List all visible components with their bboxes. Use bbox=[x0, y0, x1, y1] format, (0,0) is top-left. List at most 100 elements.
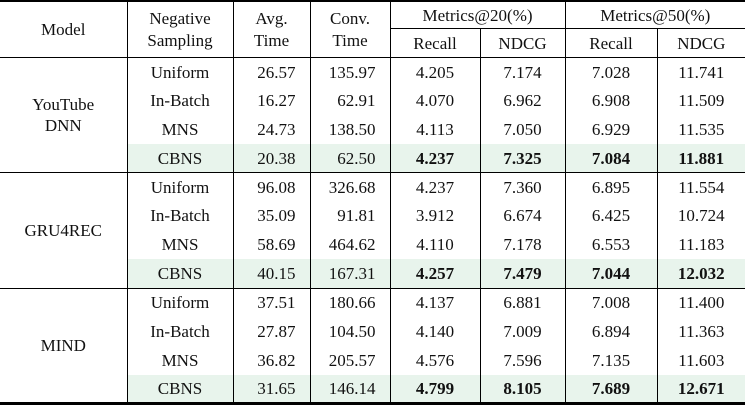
table-row-highlighted: CBNS 31.65 146.14 4.799 8.105 7.689 12.6… bbox=[0, 374, 745, 404]
ndcg50-cell: 12.671 bbox=[656, 374, 745, 404]
avg-time-cell: 31.65 bbox=[232, 374, 310, 404]
model-cell: YouTube DNN bbox=[0, 57, 127, 174]
sampling-cell: CBNS bbox=[126, 144, 233, 174]
model-name-line: GRU4REC bbox=[24, 220, 102, 240]
ndcg50-cell: 11.741 bbox=[656, 57, 745, 87]
sampling-cell: In-Batch bbox=[126, 86, 233, 116]
recall50-cell: 7.044 bbox=[564, 259, 658, 289]
table-row: MNS 58.69 464.62 4.110 7.178 6.553 11.18… bbox=[0, 230, 745, 260]
header-recall-50: Recall bbox=[564, 28, 658, 59]
ndcg20-cell: 7.479 bbox=[479, 259, 566, 289]
avg-time-cell: 96.08 bbox=[232, 172, 310, 202]
header-model: Model bbox=[0, 1, 127, 59]
ndcg50-cell: 11.509 bbox=[656, 86, 745, 116]
table-row: GRU4REC Uniform 96.08 326.68 4.237 7.360… bbox=[0, 172, 745, 289]
header-negative-sampling-line1: Negative bbox=[149, 9, 211, 29]
header-avg-time-line1: Avg. bbox=[255, 9, 288, 29]
header-avg-time-line2: Time bbox=[253, 30, 290, 50]
recall20-cell: 4.237 bbox=[389, 172, 480, 202]
ndcg20-cell: 7.178 bbox=[479, 230, 566, 260]
header-row-2: Recall NDCG Recall NDCG bbox=[0, 28, 745, 59]
recall20-cell: 4.140 bbox=[389, 316, 480, 346]
model-name-line: DNN bbox=[44, 116, 82, 136]
conv-time-cell: 167.31 bbox=[309, 259, 390, 289]
recall50-cell: 7.008 bbox=[564, 288, 658, 317]
recall50-cell: 7.028 bbox=[564, 57, 658, 87]
ndcg20-cell: 7.050 bbox=[479, 115, 566, 145]
sampling-cell: MNS bbox=[126, 230, 233, 260]
recall50-cell: 6.929 bbox=[564, 115, 658, 145]
sampling-cell: In-Batch bbox=[126, 316, 233, 346]
table-row: MNS 24.73 138.50 4.113 7.050 6.929 11.53… bbox=[0, 115, 745, 145]
recall20-cell: 4.110 bbox=[389, 230, 480, 260]
model-name-line: YouTube bbox=[32, 94, 95, 114]
ndcg50-cell: 11.881 bbox=[656, 144, 745, 174]
conv-time-cell: 138.50 bbox=[309, 115, 390, 145]
ndcg20-cell: 7.596 bbox=[479, 345, 566, 375]
ndcg20-cell: 6.962 bbox=[479, 86, 566, 116]
recall50-cell: 6.425 bbox=[564, 201, 658, 231]
header-negative-sampling: Negative Sampling bbox=[126, 1, 233, 59]
sampling-cell: CBNS bbox=[126, 259, 233, 289]
conv-time-cell: 62.91 bbox=[309, 86, 390, 116]
sampling-cell: Uniform bbox=[126, 57, 233, 87]
ndcg50-cell: 10.724 bbox=[656, 201, 745, 231]
avg-time-cell: 26.57 bbox=[232, 57, 310, 87]
conv-time-cell: 464.62 bbox=[309, 230, 390, 260]
conv-time-cell: 180.66 bbox=[309, 288, 390, 317]
avg-time-cell: 36.82 bbox=[232, 345, 310, 375]
recall20-cell: 4.070 bbox=[389, 86, 480, 116]
conv-time-cell: 62.50 bbox=[309, 144, 390, 174]
ndcg50-cell: 11.363 bbox=[656, 316, 745, 346]
avg-time-cell: 37.51 bbox=[232, 288, 310, 317]
recall50-cell: 7.084 bbox=[564, 144, 658, 174]
conv-time-cell: 135.97 bbox=[309, 57, 390, 87]
model-cell: GRU4REC bbox=[0, 172, 127, 289]
avg-time-cell: 58.69 bbox=[232, 230, 310, 260]
recall20-cell: 4.237 bbox=[389, 144, 480, 174]
header-conv-time-line1: Conv. bbox=[330, 9, 370, 29]
ndcg50-cell: 11.603 bbox=[656, 345, 745, 375]
recall20-cell: 4.257 bbox=[389, 259, 480, 289]
conv-time-cell: 104.50 bbox=[309, 316, 390, 346]
ndcg20-cell: 7.174 bbox=[479, 57, 566, 87]
ndcg20-cell: 7.360 bbox=[479, 172, 566, 202]
recall20-cell: 4.799 bbox=[389, 374, 480, 404]
table-row: In-Batch 35.09 91.81 3.912 6.674 6.425 1… bbox=[0, 201, 745, 231]
avg-time-cell: 27.87 bbox=[232, 316, 310, 346]
avg-time-cell: 40.15 bbox=[232, 259, 310, 289]
sampling-cell: Uniform bbox=[126, 288, 233, 317]
recall20-cell: 4.576 bbox=[389, 345, 480, 375]
recall20-cell: 4.113 bbox=[389, 115, 480, 145]
table-row: YouTube DNN Uniform 26.57 135.97 4.205 7… bbox=[0, 57, 745, 174]
sampling-cell: CBNS bbox=[126, 374, 233, 404]
table-row: In-Batch 27.87 104.50 4.140 7.009 6.894 … bbox=[0, 316, 745, 346]
header-metrics-20: Metrics@20(%) bbox=[389, 1, 566, 30]
sampling-cell: MNS bbox=[126, 115, 233, 145]
avg-time-cell: 20.38 bbox=[232, 144, 310, 174]
recall50-cell: 7.689 bbox=[564, 374, 658, 404]
conv-time-cell: 205.57 bbox=[309, 345, 390, 375]
sampling-cell: In-Batch bbox=[126, 201, 233, 231]
table-row-highlighted: CBNS 20.38 62.50 4.237 7.325 7.084 11.88… bbox=[0, 144, 745, 174]
ndcg50-cell: 11.535 bbox=[656, 115, 745, 145]
conv-time-cell: 146.14 bbox=[309, 374, 390, 404]
header-ndcg-20: NDCG bbox=[479, 28, 566, 59]
header-conv-time: Conv. Time bbox=[309, 1, 390, 59]
recall50-cell: 6.895 bbox=[564, 172, 658, 202]
recall50-cell: 7.135 bbox=[564, 345, 658, 375]
ndcg20-cell: 7.009 bbox=[479, 316, 566, 346]
header-metrics-50: Metrics@50(%) bbox=[564, 1, 745, 30]
avg-time-cell: 24.73 bbox=[232, 115, 310, 145]
ndcg20-cell: 7.325 bbox=[479, 144, 566, 174]
table-row: In-Batch 16.27 62.91 4.070 6.962 6.908 1… bbox=[0, 86, 745, 116]
ndcg50-cell: 11.183 bbox=[656, 230, 745, 260]
recall50-cell: 6.894 bbox=[564, 316, 658, 346]
table-row-highlighted: CBNS 40.15 167.31 4.257 7.479 7.044 12.0… bbox=[0, 259, 745, 289]
table-row: MNS 36.82 205.57 4.576 7.596 7.135 11.60… bbox=[0, 345, 745, 375]
ndcg20-cell: 8.105 bbox=[479, 374, 566, 404]
recall50-cell: 6.553 bbox=[564, 230, 658, 260]
recall50-cell: 6.908 bbox=[564, 86, 658, 116]
conv-time-cell: 91.81 bbox=[309, 201, 390, 231]
model-cell: MIND bbox=[0, 288, 127, 405]
